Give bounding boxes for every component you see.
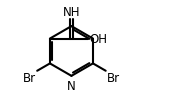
Text: Br: Br [23, 72, 36, 85]
Text: NH: NH [63, 6, 80, 18]
Text: N: N [67, 80, 76, 92]
Text: OH: OH [89, 33, 107, 46]
Text: Br: Br [107, 72, 120, 85]
